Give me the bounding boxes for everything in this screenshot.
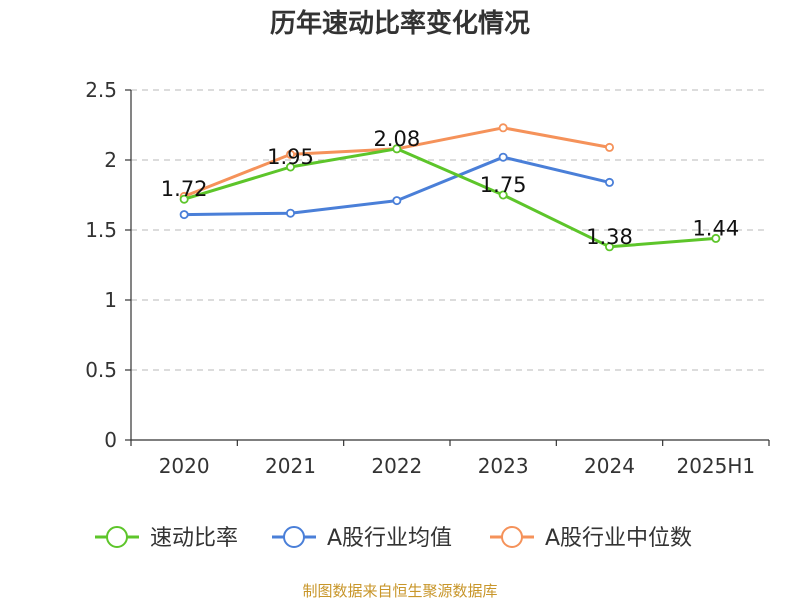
data-point[interactable]: [392, 196, 402, 206]
y-tick-label: 1.5: [85, 218, 117, 242]
data-label: 1.75: [480, 173, 527, 197]
data-point[interactable]: [285, 149, 295, 159]
data-point[interactable]: [605, 177, 615, 187]
data-point[interactable]: [711, 233, 721, 243]
legend-swatch-marker: [106, 526, 128, 548]
data-label: 1.95: [267, 145, 314, 169]
axes: 0 0.5 1 1.5 2 2.5 2020 2021 2022 2023 2024 2025H1: [85, 78, 770, 478]
data-label: 1.38: [586, 225, 633, 249]
series-line: [184, 155, 610, 217]
x-tick-label: 2020: [159, 454, 210, 478]
legend-swatch-marker: [501, 526, 523, 548]
data-labels: 1.72 1.95 2.08 1.75 1.38 1.44: [161, 127, 739, 249]
data-point[interactable]: [179, 194, 189, 204]
legend-item[interactable]: A股行业均值: [272, 526, 452, 551]
data-point[interactable]: [179, 210, 189, 220]
data-point[interactable]: [285, 162, 295, 172]
data-point[interactable]: [605, 242, 615, 252]
y-tick-label: 0: [104, 428, 117, 452]
x-tick-label: 2021: [265, 454, 316, 478]
source-note: 制图数据来自恒生聚源数据库: [302, 582, 497, 600]
legend-label: A股行业中位数: [545, 526, 692, 551]
legend-item[interactable]: A股行业中位数: [490, 526, 692, 551]
gridlines: [131, 89, 769, 371]
series-line: [183, 147, 716, 249]
y-tick-label: 2.5: [85, 78, 117, 102]
legend-label: 速动比率: [150, 526, 238, 551]
legend-swatch-marker: [283, 526, 305, 548]
y-tick-label: 2: [104, 148, 117, 172]
legend-item[interactable]: 速动比率: [95, 526, 238, 551]
x-tick-label: 2024: [584, 454, 635, 478]
data-point[interactable]: [498, 190, 508, 200]
data-point[interactable]: [285, 208, 295, 218]
y-tick-label: 0.5: [85, 358, 117, 382]
x-tick-label: 2022: [371, 454, 422, 478]
legend[interactable]: 速动比率 A股行业均值 A股行业中位数: [95, 526, 692, 551]
data-label: 1.72: [161, 177, 208, 201]
data-point[interactable]: [498, 152, 508, 162]
data-point[interactable]: [605, 142, 615, 152]
x-tick-label: 2025H1: [676, 454, 755, 478]
y-tick-label: 1: [104, 288, 117, 312]
data-point[interactable]: [392, 144, 402, 154]
data-label: 1.44: [692, 216, 739, 240]
data-point[interactable]: [498, 123, 508, 133]
data-label: 2.08: [373, 127, 420, 151]
legend-label: A股行业均值: [327, 526, 452, 551]
chart-title: 历年速动比率变化情况: [270, 8, 530, 39]
series-group: [179, 123, 721, 252]
x-tick-label: 2023: [478, 454, 529, 478]
